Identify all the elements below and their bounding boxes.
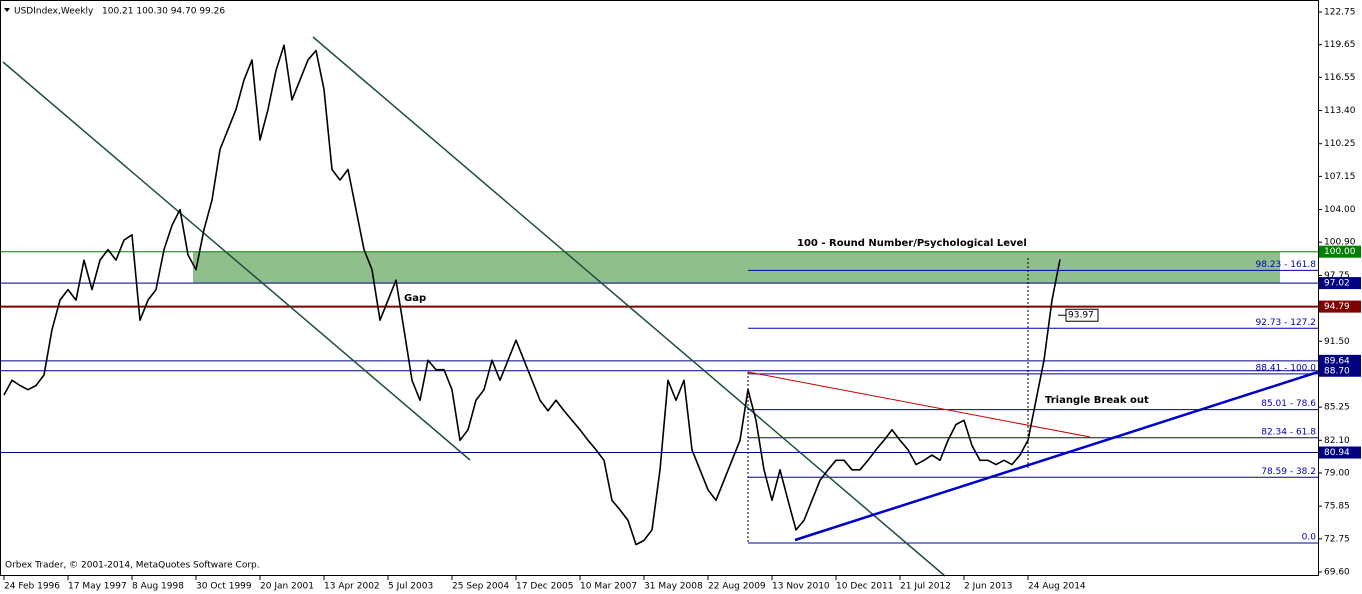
y-tick-label: 116.55 [1324, 73, 1356, 83]
axis-layer: 122.75 119.65 116.55 113.40 110.25 107.15 104.… [3, 8, 1361, 592]
y-tick-label: 110.25 [1324, 139, 1356, 149]
x-tick-label: 13 Apr 2002 [324, 582, 380, 592]
y-tick-label: 69.60 [1324, 568, 1350, 578]
annotation: Triangle Break out [1045, 395, 1149, 406]
fib-label: 78.59 - 38.2 [1261, 467, 1316, 477]
channel-line [2, 61, 471, 461]
y-tick-label: 107.15 [1324, 172, 1356, 182]
x-tick-label: 17 May 1997 [68, 582, 127, 592]
y-tick-label: 104.00 [1324, 205, 1356, 215]
levels-layer: 98.23 - 161.8 92.73 - 127.2 88.41 - 100.0 8… [0, 251, 1318, 544]
y-tick-label: 97.75 [1324, 271, 1350, 281]
x-tick-label: 5 Jul 2003 [388, 582, 433, 592]
price-box-label: 97.02 [1324, 279, 1350, 289]
y-tick-label: 122.75 [1324, 8, 1356, 18]
price-box-label: 94.79 [1324, 302, 1350, 312]
y-tick-label: 79.00 [1324, 468, 1350, 478]
price-box [1319, 300, 1361, 313]
zone [193, 251, 1280, 284]
plot-frame [0, 0, 1319, 576]
callout-box [1065, 308, 1099, 322]
x-tick-label: 24 Feb 1996 [4, 582, 60, 592]
header-title: USDIndex,Weekly [14, 7, 94, 17]
x-tick-label: 31 May 2008 [644, 582, 703, 592]
callout-label: 93.97 [1068, 311, 1094, 321]
x-tick-label: 10 Dec 2011 [836, 582, 894, 592]
x-tick-label: 10 Mar 2007 [580, 582, 637, 592]
x-tick-label: 8 Aug 1998 [132, 582, 184, 592]
price-box [1319, 277, 1361, 290]
x-tick-label: 25 Sep 2004 [452, 582, 509, 592]
price-line [3, 44, 1061, 546]
fib-label: 82.34 - 61.8 [1261, 427, 1316, 437]
x-tick-label: 20 Jan 2001 [260, 582, 314, 592]
x-tick-label: 24 Aug 2014 [1028, 582, 1086, 592]
footer: Orbex Trader, © 2001-2014, MetaQuotes So… [5, 561, 260, 571]
annotation: Gap [404, 293, 426, 304]
price-box [1319, 446, 1361, 459]
fib-label: 85.01 - 78.6 [1261, 399, 1316, 409]
x-tick-label: 30 Oct 1999 [196, 582, 252, 592]
triangle-line [794, 370, 1319, 542]
channel-line [312, 36, 946, 577]
y-tick-label: 82.10 [1324, 436, 1350, 446]
y-tick-label: 72.75 [1324, 534, 1350, 544]
x-tick-label: 17 Dec 2005 [516, 582, 574, 592]
annotation: 100 - Round Number/Psychological Level [797, 238, 1027, 249]
price-box-label: 100.00 [1324, 247, 1356, 257]
fib-label: 98.23 - 161.8 [1256, 260, 1317, 270]
fib-label: 0.0 [1302, 533, 1317, 543]
price-box-label: 88.70 [1324, 366, 1350, 376]
y-tick-label: 75.85 [1324, 502, 1350, 512]
triangle-line [747, 371, 1091, 438]
price-layer: 93.97 [3, 44, 1099, 546]
x-tick-label: 13 Nov 2010 [772, 582, 830, 592]
y-tick-label: 85.25 [1324, 403, 1350, 413]
price-box [1319, 364, 1361, 377]
x-tick-label: 2 Jun 2013 [964, 582, 1012, 592]
price-box-label: 80.94 [1324, 448, 1350, 458]
y-tick-label: 119.65 [1324, 40, 1356, 50]
price-box [1319, 245, 1361, 258]
fib-label: 92.73 - 127.2 [1256, 318, 1317, 328]
y-tick-label: 113.40 [1324, 106, 1356, 116]
price-box [1319, 354, 1361, 367]
y-tick-label: 100.90 [1324, 238, 1356, 248]
x-tick-label: 22 Aug 2009 [708, 582, 766, 592]
header-arrow [4, 8, 10, 12]
fib-label: 88.41 - 100.0 [1256, 363, 1317, 373]
price-box-label: 89.64 [1324, 356, 1350, 366]
header-prices: 100.21 100.30 94.70 99.26 [102, 7, 225, 17]
y-tick-label: 91.50 [1324, 337, 1350, 347]
x-tick-label: 21 Jul 2012 [900, 582, 951, 592]
zone-layer [193, 251, 1280, 284]
